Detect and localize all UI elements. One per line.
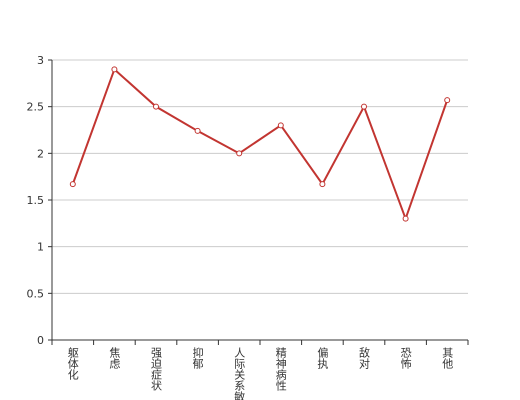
y-tick-label: 1 (37, 241, 44, 254)
y-tick-label: 2.5 (27, 101, 45, 114)
y-tick-label: 0.5 (27, 287, 45, 300)
x-tick-label: 偏执 (316, 346, 329, 370)
y-tick-label: 0 (37, 334, 44, 347)
x-tick-label: 精神病性 (274, 347, 287, 392)
x-tick-label: 人际关系敏感 (233, 347, 246, 400)
y-tick-label: 1.5 (27, 194, 45, 207)
data-point (153, 103, 159, 110)
y-tick-label: 3 (37, 54, 44, 67)
x-tick-label: 恐怖 (399, 347, 412, 369)
data-point (319, 181, 326, 188)
data-point (277, 122, 284, 129)
x-tick-label: 焦虑 (108, 347, 121, 369)
data-point (361, 103, 367, 110)
data-point (236, 150, 243, 157)
x-tick-label: 躯体化 (66, 347, 79, 381)
y-tick-label: 2 (37, 147, 44, 160)
x-tick-label: 其他 (441, 347, 454, 369)
data-point (69, 181, 76, 188)
x-tick-label: 敌对 (358, 346, 371, 369)
data-point (194, 127, 201, 134)
x-tick-label: 抑郁 (191, 346, 204, 369)
data-point (111, 66, 118, 73)
x-tick-label: 强迫症状 (150, 347, 163, 391)
data-point (444, 97, 451, 104)
data-point (402, 215, 409, 222)
data-line (71, 67, 449, 222)
